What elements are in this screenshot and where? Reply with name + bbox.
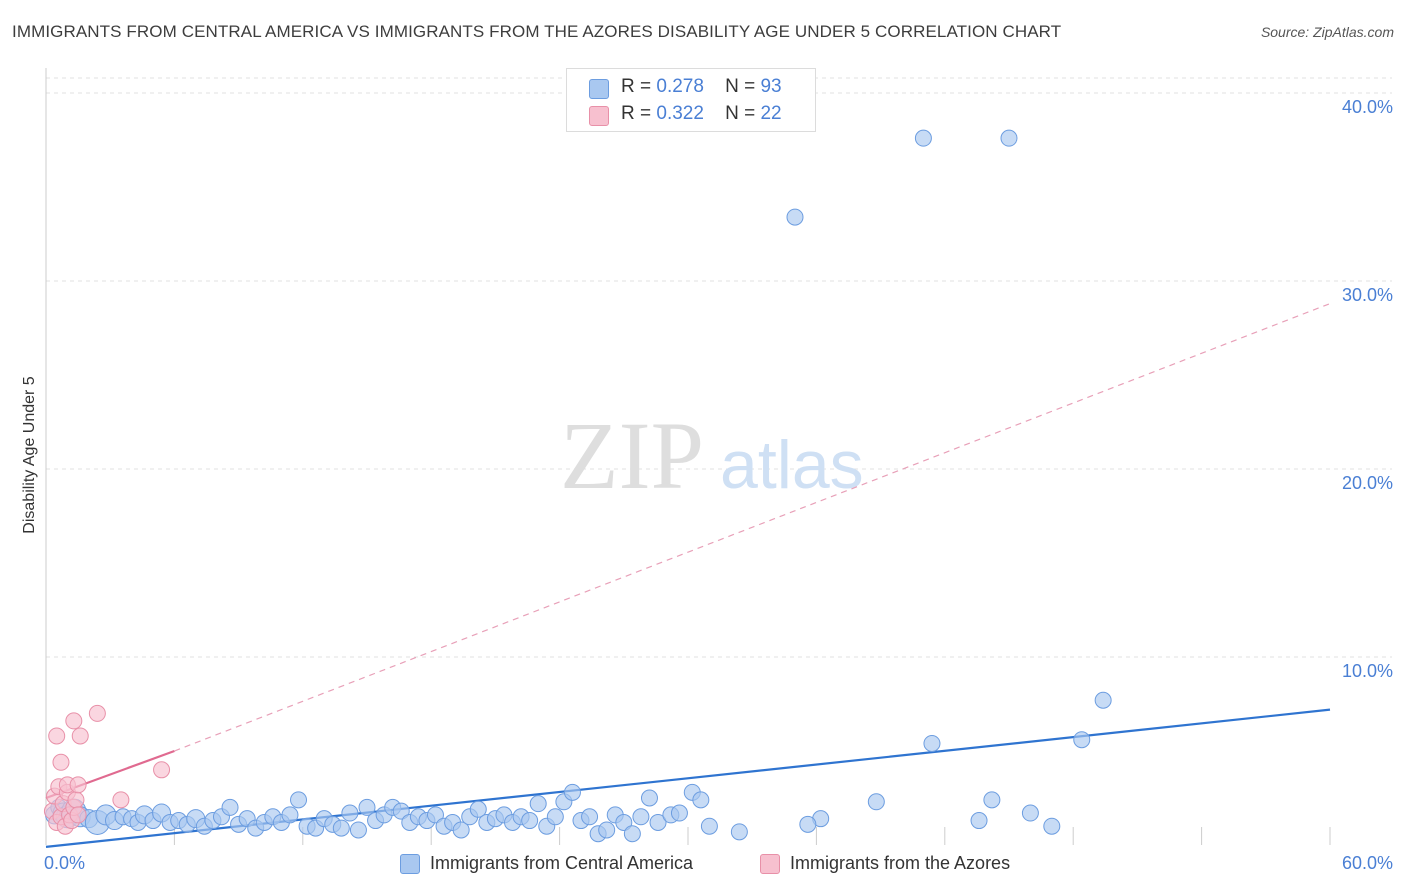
central-america-point <box>546 808 564 826</box>
legend-n-value-2: 22 <box>760 103 782 124</box>
central-america-point <box>581 808 599 826</box>
central-america-point <box>799 815 817 833</box>
tick-labels: 10.0% 20.0% 30.0% 40.0% 0.0% 60.0% <box>44 97 1393 873</box>
central-america-point <box>623 825 641 843</box>
legend-n-label-1: N = <box>725 76 756 97</box>
trend-lines <box>45 303 1331 848</box>
central-america-point <box>1000 129 1018 147</box>
bottom-legend-label-2: Immigrants from the Azores <box>790 853 1011 873</box>
axes <box>45 68 1331 845</box>
central-america-point <box>1073 731 1091 749</box>
legend-r-label-2: R = <box>621 103 652 124</box>
legend-n-label-2: N = <box>725 103 756 124</box>
x-tick-label: 0.0% <box>44 853 85 873</box>
legend-n-value-1: 93 <box>760 76 782 97</box>
azores-trend-extension <box>174 303 1331 752</box>
central-america-point <box>914 129 932 147</box>
azores-point <box>67 791 85 809</box>
legend-r-label-1: R = <box>621 76 652 97</box>
central-america-point <box>1043 817 1061 835</box>
legend-r-value-2: 0.322 <box>656 103 704 124</box>
azores-point <box>88 704 106 722</box>
y-tick-label: 20.0% <box>1342 473 1393 493</box>
central-america-point <box>521 812 539 830</box>
azores-point <box>153 761 171 779</box>
central-america-point <box>983 791 1001 809</box>
azores-point <box>69 806 87 824</box>
data-points <box>43 129 1112 843</box>
azores-point <box>65 712 83 730</box>
central-america-point <box>670 804 688 822</box>
central-america-point <box>1094 691 1112 709</box>
y-axis-label: Disability Age Under 5 <box>21 376 38 534</box>
central-america-point <box>867 793 885 811</box>
watermark-zip: ZIP <box>560 402 704 509</box>
legend-swatch-blue <box>589 79 609 99</box>
central-america-point <box>786 208 804 226</box>
y-tick-label: 40.0% <box>1342 97 1393 117</box>
central-america-point <box>649 813 667 831</box>
bottom-legend-swatch-blue <box>400 854 420 874</box>
central-america-point <box>469 800 487 818</box>
grid-lines <box>46 77 1392 658</box>
watermark: ZIP atlas <box>560 402 864 509</box>
x-tick-label: 60.0% <box>1342 853 1393 873</box>
central-america-point <box>692 791 710 809</box>
chart-title: IMMIGRANTS FROM CENTRAL AMERICA VS IMMIG… <box>12 22 1062 41</box>
azores-point <box>69 776 87 794</box>
bottom-legend-swatch-pink <box>760 854 780 874</box>
watermark-atlas: atlas <box>720 427 864 503</box>
central-america-point <box>426 806 444 824</box>
azores-point <box>48 727 66 745</box>
central-america-point <box>341 804 359 822</box>
central-america-point <box>598 821 616 839</box>
central-america-point <box>358 798 376 816</box>
central-america-point <box>632 808 650 826</box>
bottom-legend-label-1: Immigrants from Central America <box>430 853 694 873</box>
azores-point <box>71 727 89 745</box>
central-america-point <box>452 821 470 839</box>
central-america-point <box>332 819 350 837</box>
central-america-point <box>970 812 988 830</box>
central-america-point <box>923 734 941 752</box>
azores-point <box>52 753 70 771</box>
central-america-point <box>290 791 308 809</box>
central-america-point <box>640 789 658 807</box>
central-america-point <box>529 795 547 813</box>
legend-r-value-1: 0.278 <box>656 76 704 97</box>
central-america-point <box>281 806 299 824</box>
y-tick-label: 10.0% <box>1342 661 1393 681</box>
central-america-point <box>730 823 748 841</box>
central-america-point <box>615 813 633 831</box>
central-america-point <box>392 802 410 820</box>
central-america-point <box>1021 804 1039 822</box>
legend-swatch-pink <box>589 106 609 126</box>
correlation-legend: R = 0.278 N = 93 R = 0.322 N = 22 <box>566 68 816 132</box>
y-tick-label: 30.0% <box>1342 285 1393 305</box>
central-america-point <box>563 783 581 801</box>
azores-point <box>112 791 130 809</box>
central-america-point <box>700 817 718 835</box>
central-america-point <box>221 798 239 816</box>
central-america-point <box>349 821 367 839</box>
source-label: Source: ZipAtlas.com <box>1260 24 1394 40</box>
